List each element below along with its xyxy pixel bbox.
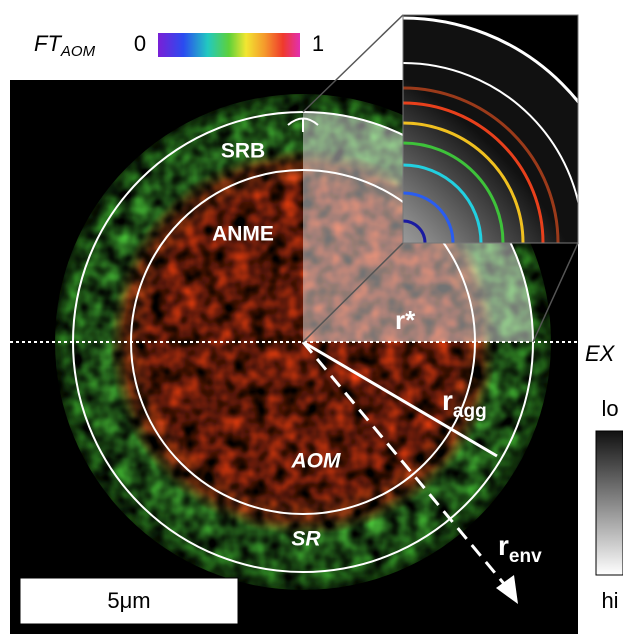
ex-high: hi: [601, 588, 618, 613]
region-label: SRB: [221, 140, 265, 163]
colorbar-min: 0: [134, 31, 146, 56]
radius-label: r*: [395, 305, 416, 335]
ex-low: lo: [601, 396, 618, 421]
figure: SRB ANME AOM SR r* ragg renv 5μm FTAOM 0…: [0, 0, 623, 634]
colorbar-symbol: FT: [34, 31, 62, 56]
ex-bar: [596, 431, 623, 575]
region-label: AOM: [291, 450, 342, 473]
radius-symbol: r: [498, 530, 509, 561]
radius-symbol: r: [442, 385, 453, 416]
colorbar: [158, 33, 300, 57]
radius-subscript: agg: [453, 401, 487, 422]
region-label: ANME: [212, 223, 274, 246]
colorbar-subscript: AOM: [60, 43, 96, 60]
scale-bar-label: 5μm: [107, 588, 150, 613]
region-label: SR: [291, 528, 321, 551]
ex-title: EX: [585, 341, 616, 366]
colorbar-max: 1: [312, 31, 324, 56]
colorbar-title: FTAOM: [34, 31, 96, 60]
radius-subscript: env: [509, 546, 542, 567]
